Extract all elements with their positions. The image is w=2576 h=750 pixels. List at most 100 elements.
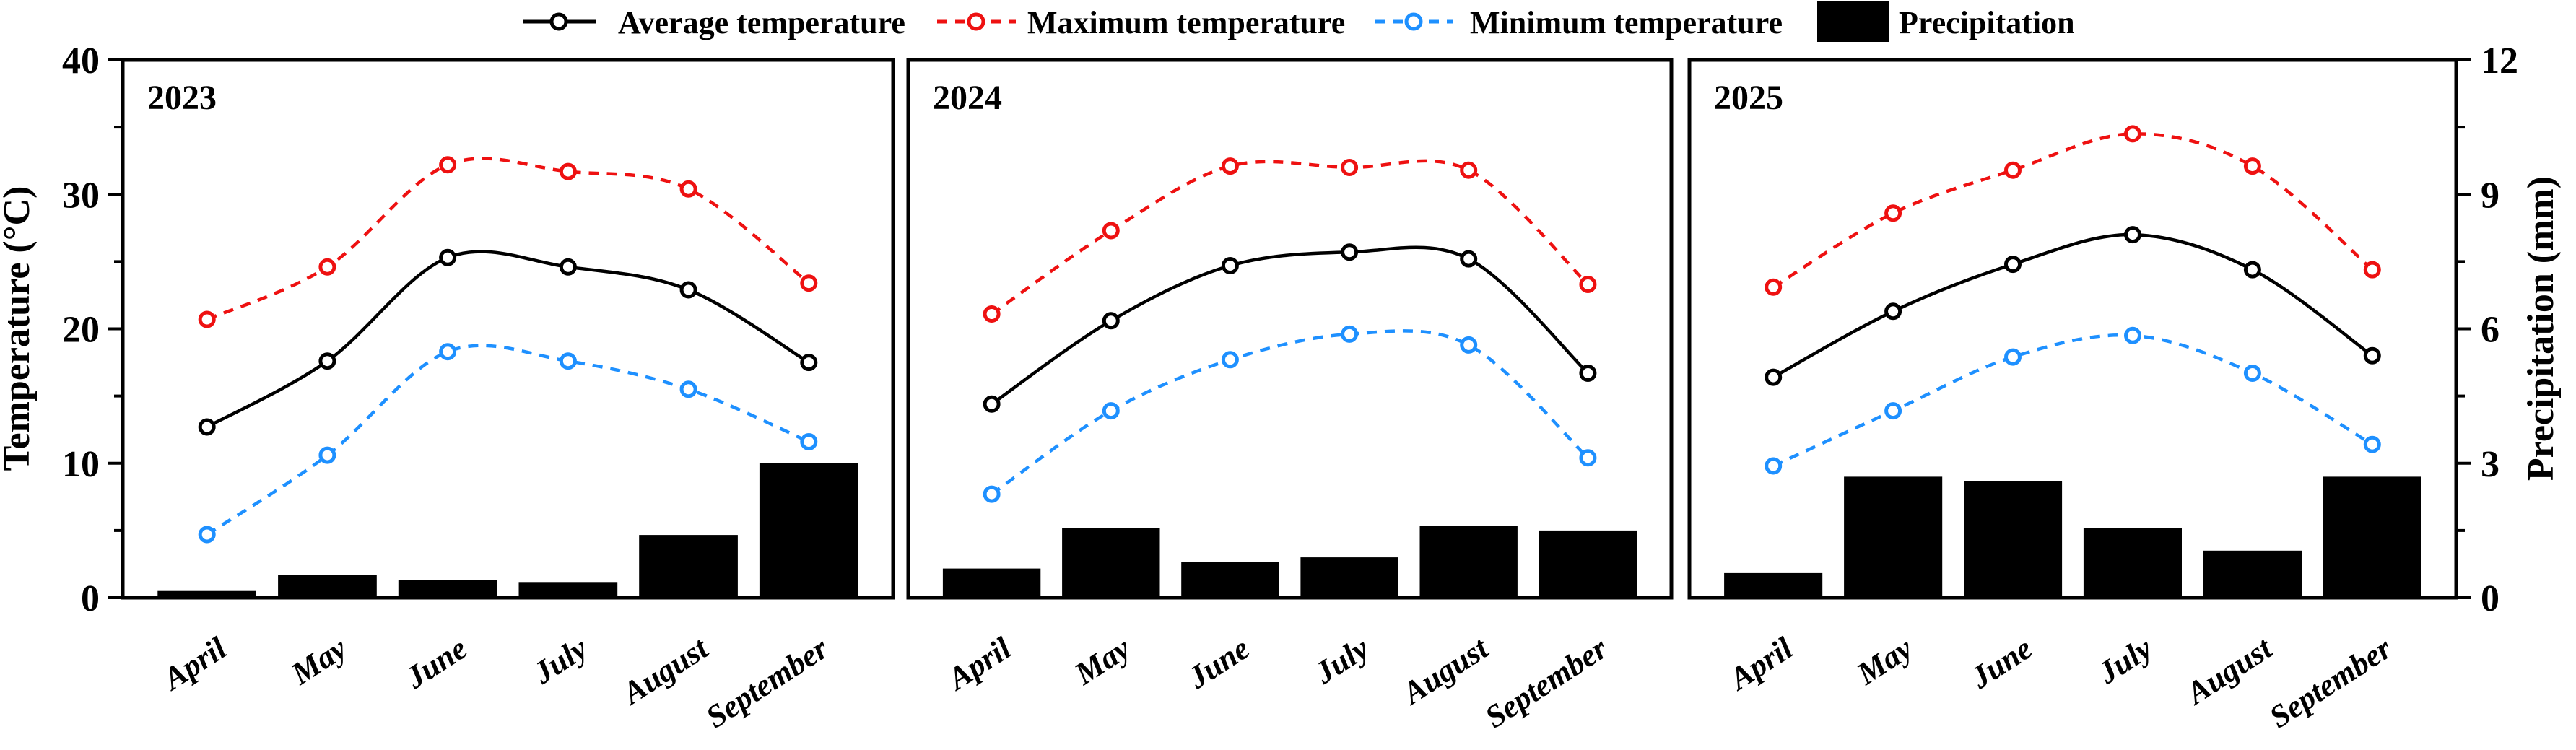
minimum-temperature-line-marker-icon bbox=[1765, 457, 1783, 475]
maximum-temperature-line-marker-icon bbox=[1221, 157, 1239, 175]
precipitation-bar bbox=[157, 590, 256, 598]
maximum-temperature-line-marker-icon bbox=[679, 180, 697, 198]
precipitation-bar bbox=[1964, 481, 2063, 598]
average-temperature-line-marker-icon bbox=[1884, 302, 1902, 321]
y-left-tick-label: 40 bbox=[62, 40, 100, 82]
precipitation-bar bbox=[639, 535, 738, 598]
maximum-temperature-line bbox=[206, 157, 810, 321]
x-tick-label-month: June bbox=[1964, 630, 2038, 696]
minimum-temperature-line-marker-icon bbox=[800, 433, 818, 450]
precipitation-bar bbox=[1419, 526, 1518, 598]
y-right-tick-label: 9 bbox=[2481, 175, 2499, 216]
average-temperature-line-marker-icon bbox=[2363, 346, 2381, 365]
maximum-temperature-line-marker-icon bbox=[800, 274, 818, 292]
minimum-temperature-line-marker-icon bbox=[198, 526, 216, 544]
x-tick-label-month: July bbox=[2091, 630, 2159, 692]
panel-title-year: 2023 bbox=[147, 79, 217, 117]
y-left-axis-title: Temperature (°C) bbox=[0, 186, 38, 471]
y-left-tick-label: 0 bbox=[81, 578, 100, 619]
minimum-marker-icon bbox=[1404, 12, 1423, 31]
maximum-temperature-line-marker-icon bbox=[2124, 125, 2141, 143]
precipitation-bar bbox=[1844, 476, 1943, 598]
minimum-temperature-line-marker-icon bbox=[2243, 365, 2261, 382]
average-temperature-line-marker-icon bbox=[2243, 261, 2261, 279]
x-tick-label-month: September bbox=[2263, 630, 2398, 735]
legend-item-average: Average temperature bbox=[523, 5, 905, 40]
precipitation-bar bbox=[278, 575, 377, 598]
y-left-tick-label: 20 bbox=[62, 310, 100, 351]
minimum-temperature-line bbox=[206, 344, 810, 536]
x-tick-label-month: July bbox=[1307, 630, 1375, 692]
x-tick-label-month: May bbox=[1850, 630, 1919, 692]
average-temperature-line-marker-icon bbox=[2124, 226, 2141, 244]
legend-label-maximum: Maximum temperature bbox=[1027, 5, 1345, 40]
precipitation-bar bbox=[1539, 530, 1637, 598]
precipitation-bar bbox=[398, 580, 497, 598]
minimum-temperature-line-marker-icon bbox=[2004, 348, 2022, 366]
legend-label-average: Average temperature bbox=[618, 5, 905, 40]
legend: Average temperature Maximum temperature … bbox=[523, 1, 2075, 42]
x-tick-label-month: May bbox=[284, 630, 354, 692]
minimum-temperature-line-marker-icon bbox=[439, 343, 457, 361]
minimum-temperature-line-marker-icon bbox=[679, 380, 697, 398]
average-temperature-line-marker-icon bbox=[1579, 365, 1597, 382]
maximum-temperature-line-marker-icon bbox=[1102, 222, 1120, 240]
maximum-temperature-line-marker-icon bbox=[559, 162, 577, 180]
legend-label-precipitation: Precipitation bbox=[1899, 5, 2075, 40]
maximum-temperature-line-marker-icon bbox=[2004, 161, 2022, 179]
average-temperature-line-marker-icon bbox=[800, 354, 818, 372]
y-left-tick-label: 30 bbox=[62, 175, 100, 216]
x-tick-label-month: May bbox=[1068, 630, 1137, 692]
x-tick-label-month: August bbox=[1395, 629, 1495, 712]
y-right-tick-label: 6 bbox=[2481, 310, 2499, 351]
average-temperature-line-marker-icon bbox=[1460, 250, 1478, 268]
x-tick-label-month: June bbox=[1181, 630, 1256, 696]
average-marker-icon bbox=[549, 12, 568, 31]
legend-item-minimum: Minimum temperature bbox=[1375, 5, 1783, 40]
average-temperature-line bbox=[206, 250, 810, 429]
x-tick-label-month: April bbox=[1722, 630, 1800, 698]
average-temperature-line-marker-icon bbox=[198, 418, 216, 436]
average-temperature-line-marker-icon bbox=[2004, 256, 2022, 274]
maximum-temperature-line-marker-icon bbox=[439, 156, 457, 174]
minimum-temperature-line-marker-icon bbox=[1102, 402, 1120, 420]
precipitation-bar bbox=[1724, 572, 1823, 598]
minimum-temperature-line-marker-icon bbox=[559, 352, 577, 370]
x-tick-label-month: July bbox=[526, 630, 594, 692]
average-temperature-line-marker-icon bbox=[1221, 257, 1239, 274]
minimum-temperature-line-marker-icon bbox=[2124, 326, 2141, 344]
precipitation-swatch-icon bbox=[1817, 1, 1889, 42]
maximum-temperature-line-marker-icon bbox=[2363, 261, 2381, 279]
legend-item-precipitation: Precipitation bbox=[1817, 1, 2075, 42]
average-temperature-line-marker-icon bbox=[679, 281, 697, 299]
average-temperature-line-marker-icon bbox=[1765, 368, 1783, 386]
maximum-temperature-line-marker-icon bbox=[198, 310, 216, 328]
maximum-temperature-line-marker-icon bbox=[318, 258, 336, 276]
precipitation-bar bbox=[518, 582, 618, 598]
x-tick-label-month: June bbox=[399, 630, 473, 696]
precipitation-bar bbox=[942, 568, 1041, 598]
y-right-tick-label: 12 bbox=[2481, 40, 2518, 82]
minimum-temperature-line-marker-icon bbox=[1341, 325, 1359, 343]
panel-frame bbox=[906, 58, 1674, 600]
average-temperature-line-marker-icon bbox=[559, 258, 577, 276]
precipitation-bar bbox=[759, 463, 858, 598]
average-temperature-line bbox=[1772, 232, 2374, 379]
x-tick-label-month: September bbox=[1479, 630, 1614, 735]
minimum-temperature-line-marker-icon bbox=[1579, 449, 1597, 467]
minimum-temperature-line-marker-icon bbox=[1221, 351, 1239, 369]
precipitation-bar bbox=[1181, 562, 1279, 598]
minimum-temperature-line bbox=[991, 329, 1589, 496]
y-right-tick-label: 0 bbox=[2481, 578, 2499, 619]
precipitation-bar bbox=[2203, 550, 2302, 598]
maximum-temperature-line-marker-icon bbox=[1884, 204, 1902, 222]
precipitation-bar bbox=[2323, 476, 2421, 598]
maximum-temperature-line-marker-icon bbox=[1765, 278, 1783, 296]
panel-title-year: 2025 bbox=[1714, 79, 1783, 117]
maximum-temperature-line-marker-icon bbox=[983, 305, 1001, 323]
x-tick-label-month: April bbox=[940, 630, 1018, 698]
average-temperature-line-marker-icon bbox=[439, 248, 457, 266]
